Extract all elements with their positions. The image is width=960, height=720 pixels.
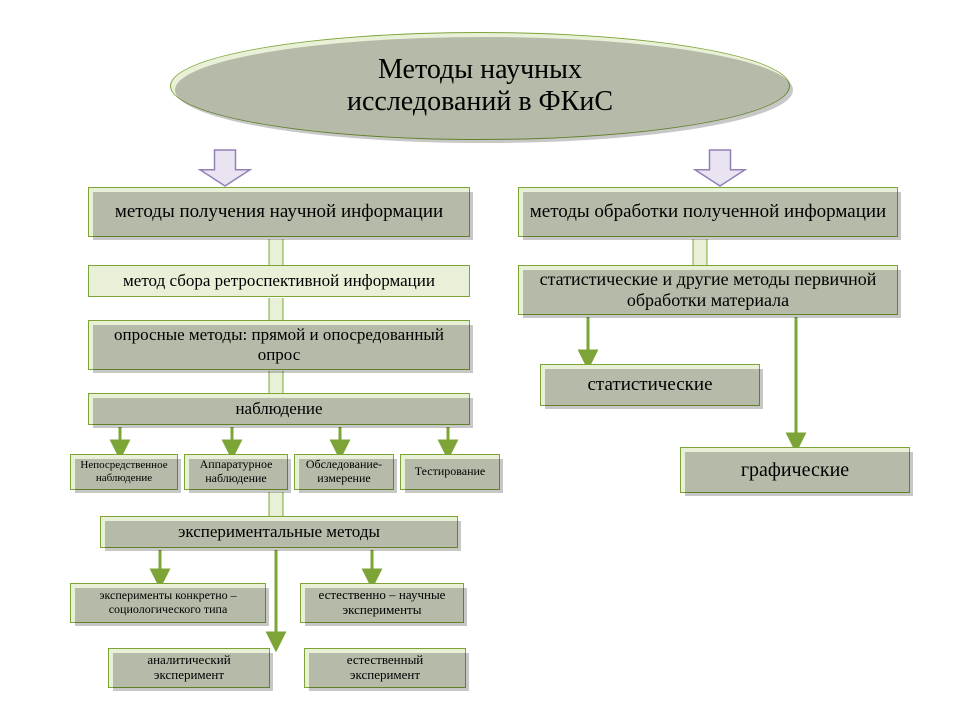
node-nabl4: Тестирование — [400, 454, 500, 490]
node-nabl1: Непосредственное наблюдение — [70, 454, 178, 490]
node-right_main: методы обработки полученной информации — [518, 187, 898, 237]
node-nabl: наблюдение — [88, 393, 470, 425]
node-label: метод сбора ретроспективной информации — [123, 271, 435, 291]
node-label: графические — [741, 459, 849, 482]
node-label: естественно – научные эксперименты — [307, 588, 457, 618]
big-arrow-1 — [695, 150, 745, 186]
node-exp3: аналитический эксперимент — [108, 648, 270, 688]
node-label: статистические и другие методы первичной… — [525, 269, 891, 310]
node-nabl2: Аппаратурное наблюдение — [184, 454, 288, 490]
node-graf: графические — [680, 447, 910, 493]
big-arrow-0 — [200, 150, 250, 186]
node-label: методы обработки полученной информации — [530, 201, 886, 223]
node-retro: метод сбора ретроспективной информации — [88, 265, 470, 297]
node-exp1: эксперименты конкретно – социологическог… — [70, 583, 266, 623]
node-label: аналитический эксперимент — [115, 653, 263, 683]
title-text: Методы научных исследований в ФКиС — [347, 54, 613, 118]
node-exp: экспериментальные методы — [100, 516, 458, 548]
node-nabl3: Обследование- измерение — [294, 454, 394, 490]
node-label: Тестирование — [415, 465, 486, 479]
node-left_main: методы получения научной информации — [88, 187, 470, 237]
node-label: наблюдение — [235, 399, 322, 419]
title-ellipse: Методы научных исследований в ФКиС — [170, 32, 790, 140]
node-exp4: естественный эксперимент — [304, 648, 466, 688]
node-label: Аппаратурное наблюдение — [191, 458, 281, 486]
node-label: эксперименты конкретно – социологическог… — [77, 589, 259, 617]
node-label: опросные методы: прямой и опосредованный… — [95, 325, 463, 364]
node-label: статистические — [587, 374, 712, 396]
node-label: естественный эксперимент — [311, 653, 459, 683]
node-label: методы получения научной информации — [115, 201, 443, 223]
node-label: Непосредственное наблюдение — [77, 459, 171, 484]
node-stat_all: статистические и другие методы первичной… — [518, 265, 898, 315]
node-opros: опросные методы: прямой и опосредованный… — [88, 320, 470, 370]
node-label: Обследование- измерение — [301, 458, 387, 486]
node-exp2: естественно – научные эксперименты — [300, 583, 464, 623]
node-label: экспериментальные методы — [178, 522, 380, 542]
node-stat: статистические — [540, 364, 760, 406]
